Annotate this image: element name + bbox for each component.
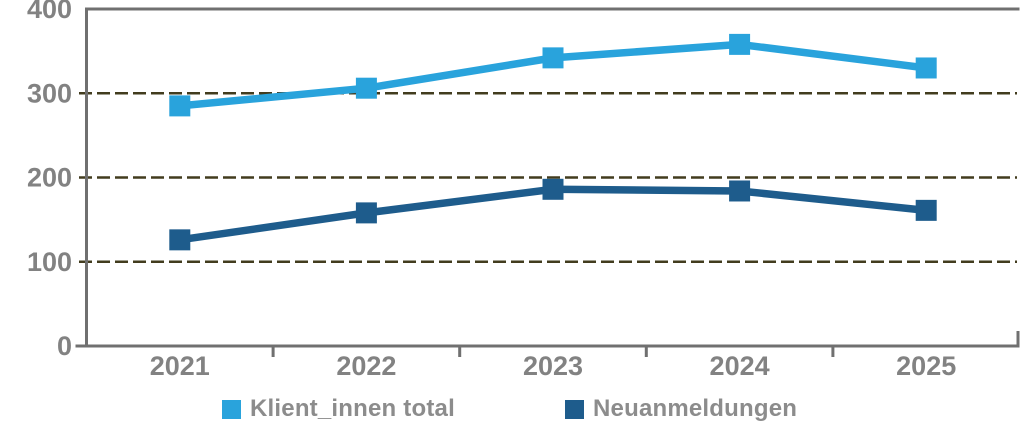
x-axis-tick-label: 2022: [336, 351, 396, 381]
data-point-marker-neuanmeldungen: [355, 202, 377, 224]
data-point-marker-klient-innen-total: [915, 57, 937, 79]
x-axis-tick-label: 2025: [896, 351, 956, 381]
legend-label-klient-innen-total: Klient_innen total: [250, 395, 455, 422]
y-axis-tick-label: 100: [27, 247, 72, 277]
x-axis-tick-label: 2024: [710, 351, 770, 381]
y-axis-tick-label: 300: [27, 78, 72, 108]
legend-label-neuanmeldungen: Neuanmeldungen: [593, 395, 798, 422]
y-axis-tick-label: 200: [27, 163, 72, 193]
x-axis-tick-label: 2021: [150, 351, 210, 381]
x-axis-tick-label: 2023: [523, 351, 583, 381]
data-point-marker-neuanmeldungen: [729, 180, 751, 202]
data-point-marker-klient-innen-total: [542, 47, 564, 69]
data-point-marker-klient-innen-total: [355, 77, 377, 99]
y-axis-tick-label: 0: [57, 331, 72, 361]
legend-item-klient-innen-total: Klient_innen total: [222, 395, 455, 422]
legend-item-neuanmeldungen: Neuanmeldungen: [565, 395, 798, 422]
data-point-marker-neuanmeldungen: [915, 199, 937, 221]
legend-swatch-neuanmeldungen-icon: [565, 399, 584, 419]
data-point-marker-klient-innen-total: [729, 33, 751, 55]
data-point-marker-neuanmeldungen: [542, 178, 564, 200]
data-point-marker-neuanmeldungen: [169, 229, 191, 251]
legend-swatch-klient-innen-total-icon: [222, 399, 241, 419]
data-point-marker-klient-innen-total: [169, 95, 191, 117]
y-axis-tick-label: 400: [27, 0, 72, 24]
